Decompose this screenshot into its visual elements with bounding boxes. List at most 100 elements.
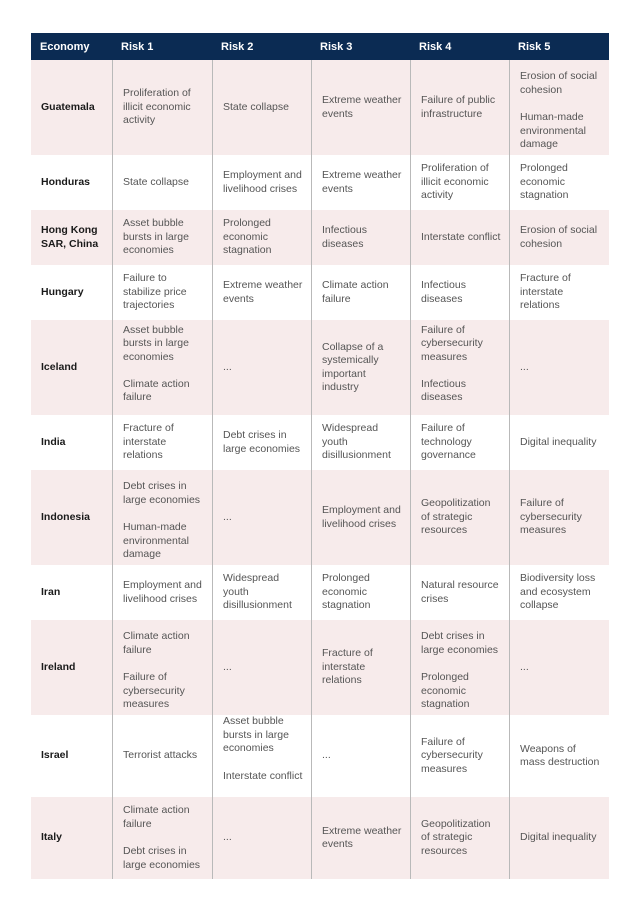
table-row: Guatemala Proliferation of illicit econom… [31, 60, 609, 155]
economy-name: Ireland [41, 660, 76, 673]
risk-3-cell: Employment and livelihood crises [311, 470, 410, 565]
economy-name: Israel [41, 749, 69, 762]
table-row: Iceland Asset bubble bursts in large econ… [31, 320, 609, 415]
risk-entry: Debt crises in large economies [421, 630, 499, 656]
risk-1-cell: State collapse [112, 155, 212, 210]
risk-2-cell: ... [212, 470, 311, 565]
table-header: Economy Risk 1 Risk 2 Risk 3 Risk 4 Risk… [31, 33, 609, 60]
risk-3-cell: Infectious diseases [311, 210, 410, 265]
risk-1-cell: Asset bubble bursts in large economies [112, 210, 212, 265]
risk-1-cell: Climate action failure Failure of cyberse… [112, 620, 212, 715]
risk-4-cell: Failure of technology governance [410, 415, 509, 470]
risk-3-cell: Fracture of interstate relations [311, 620, 410, 715]
risk-5-cell: Failure of cybersecurity measures [509, 470, 609, 565]
economy-name: Iran [41, 585, 61, 598]
risk-5-cell: ... [509, 320, 609, 415]
risk-1-cell: Asset bubble bursts in large economies Cl… [112, 320, 212, 415]
risk-2-cell: Debt crises in large economies [212, 415, 311, 470]
table-row: Italy Climate action failure Debt crises i… [31, 797, 609, 879]
risk-5-cell: Erosion of social cohesion [509, 210, 609, 265]
risk-4-cell: Natural resource crises [410, 565, 509, 620]
risk-4-cell: Geopolitization of strategic resources [410, 470, 509, 565]
risk-2-cell: ... [212, 320, 311, 415]
risk-entry: Prolonged economic stagnation [421, 671, 470, 710]
risk-3-cell: Extreme weather events [311, 60, 410, 155]
table-row: Iran Employment and livelihood crises Wide… [31, 565, 609, 620]
risk-2-cell: Extreme weather events [212, 265, 311, 320]
risk-entry: Human-made environmental damage [520, 111, 586, 150]
risk-entry: Debt crises in large economies [123, 480, 201, 506]
risk-entry: Asset bubble bursts in large economies [223, 715, 289, 755]
risk-3-cell: Collapse of a systemically important ind… [311, 320, 410, 415]
risk-5-cell: ... [509, 620, 609, 715]
risk-5-cell: Digital inequality [509, 415, 609, 470]
risk-3-cell: Prolonged economic stagnation [311, 565, 410, 620]
table-row: Indonesia Debt crises in large economies H… [31, 470, 609, 565]
risk-entry: Interstate conflict [223, 769, 303, 782]
risk-4-cell: Interstate conflict [410, 210, 509, 265]
risk-5-cell: Erosion of social cohesion Human-made env… [509, 60, 609, 155]
risk-2-cell: Prolonged economic stagnation [212, 210, 311, 265]
risk-2-cell: ... [212, 797, 311, 879]
table-row: Hong Kong SAR, China Asset bubble bursts … [31, 210, 609, 265]
economy-name: Indonesia [41, 510, 91, 523]
table-row: Ireland Climate action failure Failure of … [31, 620, 609, 715]
economy-name: Guatemala [41, 100, 95, 113]
risk-1-cell: Failure to stabilize price trajectories [112, 265, 212, 320]
economy-name: Hungary [41, 285, 84, 298]
risk-3-cell: Extreme weather events [311, 797, 410, 879]
risk-3-cell: ... [311, 715, 410, 797]
table-row: Israel Terrorist attacks Asset bubble burs… [31, 715, 609, 797]
risk-4-cell: Failure of cybersecurity measures [410, 715, 509, 797]
table-row: Honduras State collapse Employment and liv… [31, 155, 609, 210]
table-row: India Fracture of interstate relations Deb… [31, 415, 609, 470]
risk-table: Economy Risk 1 Risk 2 Risk 3 Risk 4 Risk… [31, 33, 609, 879]
risk-entry: Human-made environmental damage [123, 521, 189, 560]
risk-1-cell: Debt crises in large economies Human-made… [112, 470, 212, 565]
economy-name: India [41, 435, 66, 448]
header-risk-1: Risk 1 [121, 40, 154, 53]
risk-2-cell: State collapse [212, 60, 311, 155]
header-risk-5: Risk 5 [518, 40, 551, 53]
risk-4-cell: Proliferation of illicit economic activi… [410, 155, 509, 210]
table-body: Guatemala Proliferation of illicit econom… [31, 60, 609, 879]
risk-5-cell: Fracture of interstate relations [509, 265, 609, 320]
header-risk-4: Risk 4 [419, 40, 452, 53]
risk-3-cell: Widespread youth disillusionment [311, 415, 410, 470]
risk-3-cell: Climate action failure [311, 265, 410, 320]
risk-5-cell: Prolonged economic stagnation [509, 155, 609, 210]
risk-4-cell: Geopolitization of strategic resources [410, 797, 509, 879]
risk-1-cell: Employment and livelihood crises [112, 565, 212, 620]
risk-4-cell: Infectious diseases [410, 265, 509, 320]
header-risk-2: Risk 2 [221, 40, 254, 53]
risk-4-cell: Debt crises in large economies Prolonged … [410, 620, 509, 715]
risk-entry: Erosion of social cohesion [520, 70, 598, 96]
risk-entry: Failure of cybersecurity measures [421, 323, 483, 363]
risk-entry: Climate action failure [123, 630, 190, 656]
risk-4-cell: Failure of public infrastructure [410, 60, 509, 155]
risk-entry: Infectious diseases [421, 377, 466, 404]
risk-entry: Debt crises in large economies [123, 845, 201, 871]
risk-4-cell: Failure of cybersecurity measures Infecti… [410, 320, 509, 415]
risk-entry: Climate action failure [123, 377, 190, 404]
risk-entry: Climate action failure [123, 804, 190, 830]
risk-5-cell: Weapons of mass destruction [509, 715, 609, 797]
risk-entry: Asset bubble bursts in large economies [123, 323, 189, 363]
table-row: Hungary Failure to stabilize price trajec… [31, 265, 609, 320]
risk-3-cell: Extreme weather events [311, 155, 410, 210]
risk-entry: Failure of cybersecurity measures [123, 671, 185, 710]
header-economy: Economy [40, 40, 90, 53]
risk-2-cell: Widespread youth disillusionment [212, 565, 311, 620]
economy-name: Italy [41, 831, 63, 844]
economy-name: Iceland [41, 360, 78, 373]
economy-name: Hong Kong SAR, China [41, 224, 99, 250]
risk-5-cell: Biodiversity loss and ecosystem collapse [509, 565, 609, 620]
risk-1-cell: Fracture of interstate relations [112, 415, 212, 470]
risk-2-cell: Employment and livelihood crises [212, 155, 311, 210]
risk-1-cell: Proliferation of illicit economic activi… [112, 60, 212, 155]
risk-2-cell: ... [212, 620, 311, 715]
economy-name: Honduras [41, 175, 91, 188]
risk-2-cell: Asset bubble bursts in large economies In… [212, 715, 311, 797]
risk-1-cell: Terrorist attacks [112, 715, 212, 797]
risk-1-cell: Climate action failure Debt crises in lar… [112, 797, 212, 879]
